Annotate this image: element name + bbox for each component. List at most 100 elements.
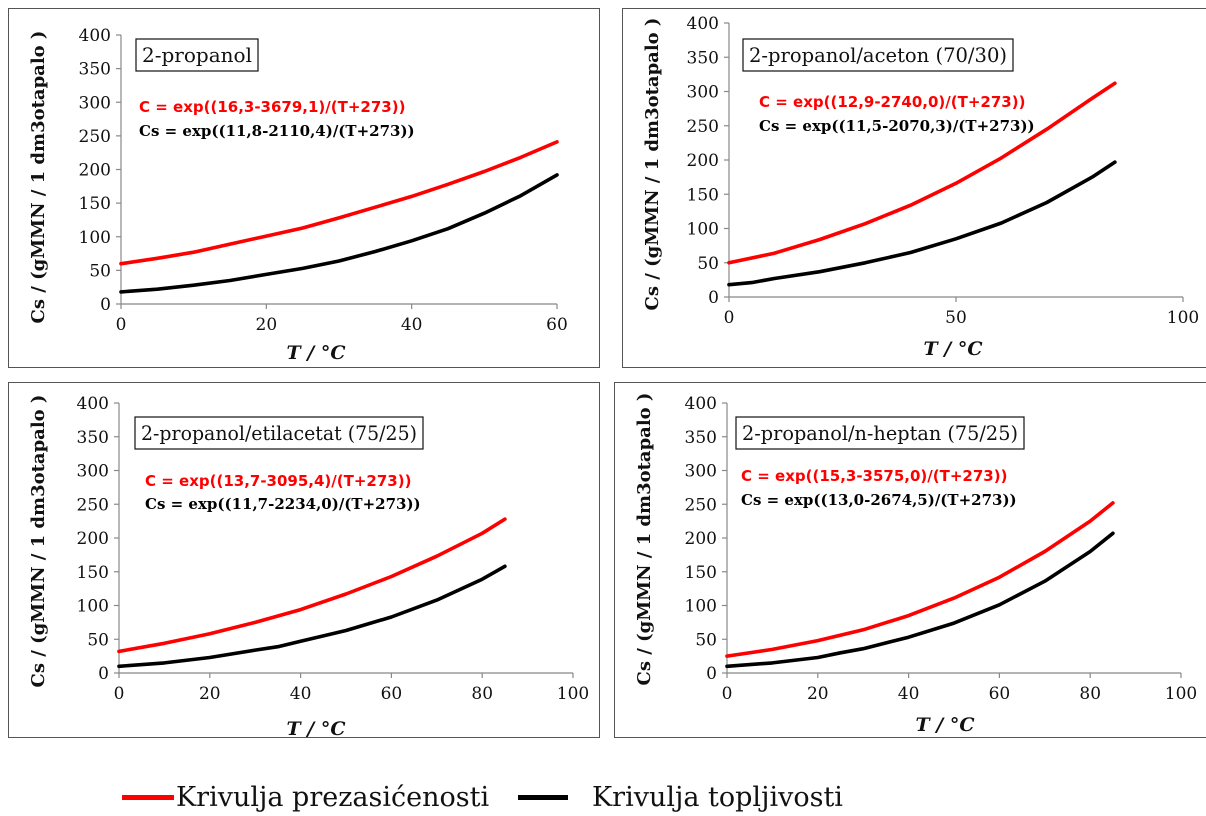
y-tick-label: 400 — [77, 394, 109, 414]
solvent-label-box — [735, 416, 1025, 450]
y-tick-label: 250 — [79, 127, 111, 147]
y-tick-label: 0 — [708, 288, 719, 308]
solvent-label-box — [135, 38, 259, 72]
y-tick-label: 400 — [79, 26, 111, 46]
x-tick-label: 100 — [1167, 308, 1199, 328]
legend-swatch-black — [518, 795, 568, 800]
solvent-label: 2-propanol/n-heptan (75/25) — [742, 421, 1018, 445]
y-tick-label: 0 — [100, 295, 111, 315]
y-tick-label: 350 — [79, 60, 111, 80]
series-line-solubility — [725, 531, 1115, 669]
chart-svg: 0 50 100 150 200 250 300 350 400 0 20 40 60 2-propano… — [28, 26, 568, 364]
y-tick-label: 0 — [706, 664, 717, 684]
equation-solubility: Cs = exp((13,0-2674,5)/(T+273)) — [741, 491, 1017, 509]
chart-svg: 0 50 100 150 200 250 300 350 400 0 50 100 2-propanol… — [642, 14, 1199, 360]
series-line-supersaturation — [119, 140, 559, 266]
y-tick-label: 250 — [687, 117, 719, 137]
legend-swatch-red — [122, 795, 174, 800]
x-tick-label: 40 — [290, 684, 312, 704]
equation-supersaturation: C = exp((16,3-3679,1)/(T+273)) — [139, 98, 405, 116]
legend-label-red: Krivulja prezasićenosti — [176, 782, 490, 813]
y-tick-label: 300 — [77, 462, 109, 482]
series-line-solubility — [117, 564, 507, 669]
x-tick-label: 50 — [945, 308, 967, 328]
y-tick-label: 200 — [77, 529, 109, 549]
equation-solubility: Cs = exp((11,5-2070,3)/(T+273)) — [759, 117, 1035, 135]
x-tick-label: 40 — [401, 315, 423, 335]
y-axis-label: Cs / (gMMN / 1 dm3otapalo ) — [28, 31, 49, 324]
x-tick-label: 0 — [724, 308, 735, 328]
chart-panel-2-propanol-n-heptan: 0 50 100 150 200 250 300 350 400 0 20 40 60 80 100 2-pr… — [614, 382, 1206, 738]
chart-svg: 0 50 100 150 200 250 300 350 400 0 20 40 60 80 100 2-pr… — [634, 393, 1197, 736]
x-tick-label: 100 — [557, 684, 589, 704]
equation-supersaturation: C = exp((12,9-2740,0)/(T+273)) — [759, 93, 1025, 111]
y-tick-label: 50 — [695, 630, 717, 650]
equation-supersaturation: C = exp((15,3-3575,0)/(T+273)) — [741, 467, 1007, 485]
x-tick-label: 60 — [546, 315, 568, 335]
y-tick-label: 150 — [79, 194, 111, 214]
y-tick-label: 100 — [79, 228, 111, 248]
x-tick-label: 80 — [471, 684, 493, 704]
x-tick-label: 40 — [898, 684, 920, 704]
y-tick-label: 400 — [687, 14, 719, 34]
x-axis-label: T / °C — [924, 338, 983, 360]
series-line-supersaturation — [725, 501, 1115, 658]
solvent-label: 2-propanol/etilacetat (75/25) — [141, 421, 417, 445]
y-tick-label: 100 — [77, 597, 109, 617]
y-tick-label: 100 — [685, 597, 717, 617]
chart-panel-2-propanol-aceton: 0 50 100 150 200 250 300 350 400 0 50 100 2-propanol… — [622, 8, 1206, 368]
x-tick-label: 0 — [722, 684, 733, 704]
x-tick-label: 60 — [989, 684, 1011, 704]
y-axis-label: Cs / (gMMN / 1 dm3otapalo ) — [28, 395, 49, 688]
chart-panel-2-propanol-etilacetat: 0 50 100 150 200 250 300 350 400 0 20 40 60 80 100 2-pr… — [8, 382, 600, 739]
series-line-supersaturation — [117, 517, 507, 654]
y-tick-label: 300 — [687, 83, 719, 103]
legend: Krivulja prezasićenosti Krivulja topljiv… — [0, 782, 1206, 816]
chart-panel-2-propanol: 0 50 100 150 200 250 300 350 400 0 20 40 60 2-propano… — [8, 8, 600, 368]
solvent-label: 2-propanol/aceton (70/30) — [749, 43, 1007, 67]
x-tick-label: 60 — [381, 684, 403, 704]
legend-item-black: Krivulja topljivosti — [518, 782, 843, 813]
y-tick-label: 50 — [89, 261, 111, 281]
y-axis-label: Cs / (gMMN / 1 dm3otapalo ) — [634, 393, 655, 686]
chart-svg: 0 50 100 150 200 250 300 350 400 0 20 40 60 80 100 2-pr… — [28, 394, 589, 739]
x-tick-label: 0 — [114, 684, 125, 704]
series-line-solubility — [727, 160, 1117, 287]
y-tick-label: 350 — [685, 428, 717, 448]
y-tick-label: 350 — [687, 48, 719, 68]
y-tick-label: 50 — [697, 254, 719, 274]
equation-solubility: Cs = exp((11,8-2110,4)/(T+273)) — [139, 122, 415, 140]
y-tick-label: 200 — [685, 529, 717, 549]
solvent-label: 2-propanol — [142, 43, 252, 67]
y-tick-label: 250 — [77, 495, 109, 515]
y-tick-label: 150 — [77, 563, 109, 583]
solvent-label-box — [134, 416, 424, 450]
y-tick-label: 50 — [87, 630, 109, 650]
x-tick-label: 80 — [1079, 684, 1101, 704]
y-tick-label: 200 — [687, 151, 719, 171]
y-tick-label: 200 — [79, 161, 111, 181]
x-tick-label: 100 — [1165, 684, 1197, 704]
y-tick-label: 300 — [685, 462, 717, 482]
x-tick-label: 0 — [116, 315, 127, 335]
x-tick-label: 20 — [199, 684, 221, 704]
y-tick-label: 400 — [685, 394, 717, 414]
legend-item-red: Krivulja prezasićenosti — [122, 782, 489, 813]
series-line-supersaturation — [727, 81, 1117, 265]
y-tick-label: 150 — [685, 563, 717, 583]
x-axis-label: T / °C — [287, 718, 346, 739]
x-tick-label: 20 — [256, 315, 278, 335]
y-tick-label: 100 — [687, 220, 719, 240]
y-tick-label: 350 — [77, 428, 109, 448]
y-tick-label: 0 — [98, 664, 109, 684]
y-axis-label: Cs / (gMMN / 1 dm3otapalo ) — [642, 18, 663, 311]
solvent-label-box — [742, 38, 1014, 72]
y-tick-label: 250 — [685, 495, 717, 515]
legend-label-black: Krivulja topljivosti — [592, 782, 843, 813]
equation-solubility: Cs = exp((11,7-2234,0)/(T+273)) — [145, 495, 421, 513]
series-line-solubility — [119, 173, 559, 294]
y-tick-label: 300 — [79, 93, 111, 113]
equation-supersaturation: C = exp((13,7-3095,4)/(T+273)) — [145, 472, 411, 490]
y-tick-label: 150 — [687, 185, 719, 205]
x-tick-label: 20 — [807, 684, 829, 704]
